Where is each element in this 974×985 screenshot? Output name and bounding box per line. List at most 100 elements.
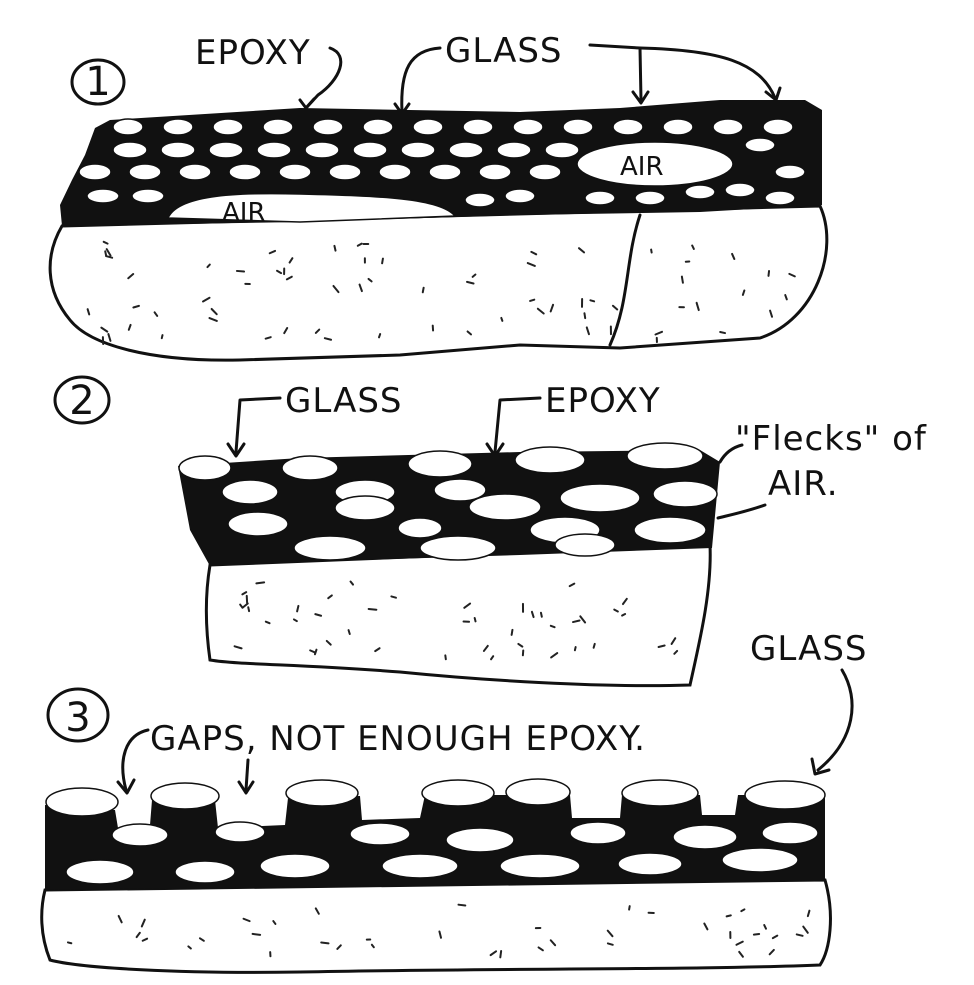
- substrate-speck: [768, 948, 775, 956]
- substrate-speck: [526, 262, 536, 267]
- substrate-speck: [251, 932, 262, 936]
- substrate-speck: [381, 257, 384, 265]
- glass-particle: [496, 141, 532, 159]
- glass-particle: [762, 118, 794, 136]
- substrate-speck: [621, 613, 627, 617]
- substrate-speck: [323, 337, 333, 341]
- substrate-speck: [105, 255, 114, 259]
- glass-particle: [468, 493, 542, 521]
- substrate-speck: [549, 624, 556, 629]
- glass-particle: [328, 163, 362, 181]
- glass-particle: [528, 163, 562, 181]
- substrate-speck: [769, 309, 774, 318]
- panel-2-epoxy-label: EPOXY: [545, 381, 661, 421]
- substrate-speck: [489, 950, 498, 957]
- glass-particle: [774, 164, 806, 180]
- glass-particle: [221, 479, 279, 505]
- panel-1-substrate: [48, 204, 829, 362]
- glass-particle: [208, 141, 244, 159]
- substrate-speck: [482, 644, 489, 652]
- panel-3-glass-label: GLASS: [750, 629, 868, 669]
- glass-particle: [505, 778, 571, 806]
- glass-particle: [445, 827, 515, 853]
- glass-particle: [378, 163, 412, 181]
- glass-particle: [131, 188, 165, 204]
- glass-particle: [174, 860, 236, 884]
- glass-particle: [672, 824, 738, 850]
- substrate-speck: [314, 613, 323, 617]
- substrate-speck: [549, 939, 557, 947]
- glass-particle: [352, 141, 388, 159]
- glass-particle: [721, 847, 799, 873]
- substrate-speck: [208, 317, 218, 322]
- glass-particle: [78, 163, 112, 181]
- glass-particle: [761, 821, 819, 845]
- substrate-speck: [202, 296, 211, 303]
- glass-particle: [617, 852, 683, 876]
- substrate-speck: [802, 925, 809, 934]
- substrate-speck: [370, 943, 375, 949]
- substrate-speck: [438, 930, 443, 939]
- substrate-speck: [568, 582, 576, 588]
- substrate-speck: [650, 248, 653, 254]
- glass-particle: [178, 163, 212, 181]
- glass-particle: [228, 163, 262, 181]
- panel-1-substrate-crack: [608, 213, 642, 347]
- substrate-speck: [421, 286, 425, 294]
- panel-1-glass-arrow-a: [400, 46, 442, 114]
- substrate-speck: [100, 326, 109, 333]
- substrate-speck: [784, 294, 788, 301]
- glass-particle: [262, 118, 294, 136]
- substrate-speck: [806, 909, 811, 918]
- glass-particle: [428, 163, 462, 181]
- substrate-speck: [670, 637, 677, 645]
- substrate-speck: [673, 649, 679, 655]
- substrate-speck: [471, 273, 477, 278]
- substrate-speck: [358, 283, 363, 293]
- substrate-speck: [327, 594, 333, 600]
- panel-2-glass-label: GLASS: [285, 381, 403, 421]
- panel-2-flecks-label-line1: "Flecks" of: [735, 419, 927, 459]
- panel-3-number: 3: [65, 695, 90, 741]
- substrate-speck: [283, 327, 289, 335]
- panel-1-air-pocket-left: [166, 192, 457, 223]
- substrate-speck: [390, 595, 397, 599]
- substrate-speck: [549, 303, 555, 313]
- substrate-speck: [741, 289, 746, 296]
- substrate-speck: [550, 652, 559, 659]
- glass-particle: [712, 118, 744, 136]
- panel-1-air-label-right: AIR: [620, 152, 664, 182]
- substrate-speck: [537, 946, 544, 952]
- substrate-speck: [719, 330, 727, 335]
- substrate-speck: [117, 914, 123, 924]
- substrate-speck: [628, 905, 631, 911]
- glass-particle: [381, 853, 459, 879]
- panel-1-glass-label: GLASS: [445, 31, 563, 71]
- glass-particle: [362, 118, 394, 136]
- substrate-speck: [463, 602, 472, 609]
- substrate-speck: [374, 647, 381, 653]
- substrate-speck: [473, 617, 477, 623]
- glass-particle: [448, 141, 484, 159]
- glass-particle: [128, 163, 162, 181]
- glass-particle: [419, 535, 497, 561]
- substrate-speck: [239, 603, 244, 609]
- substrate-speck: [530, 250, 538, 256]
- substrate-speck: [740, 908, 746, 913]
- panel-2-flecks-arrow-a: [718, 443, 744, 464]
- panel-1-epoxy-arrow: [304, 46, 343, 110]
- glass-particle: [584, 190, 616, 206]
- glass-particle: [160, 141, 196, 159]
- substrate-speck: [613, 608, 619, 613]
- glass-particle: [162, 118, 194, 136]
- substrate-speck: [264, 620, 271, 625]
- glass-particle: [112, 141, 148, 159]
- panel-3-glass-arrowhead: [810, 757, 831, 776]
- glass-particle: [724, 182, 756, 198]
- substrate-speck: [530, 610, 535, 619]
- substrate-speck: [356, 242, 363, 247]
- substrate-speck: [347, 629, 351, 635]
- substrate-speck: [457, 903, 467, 907]
